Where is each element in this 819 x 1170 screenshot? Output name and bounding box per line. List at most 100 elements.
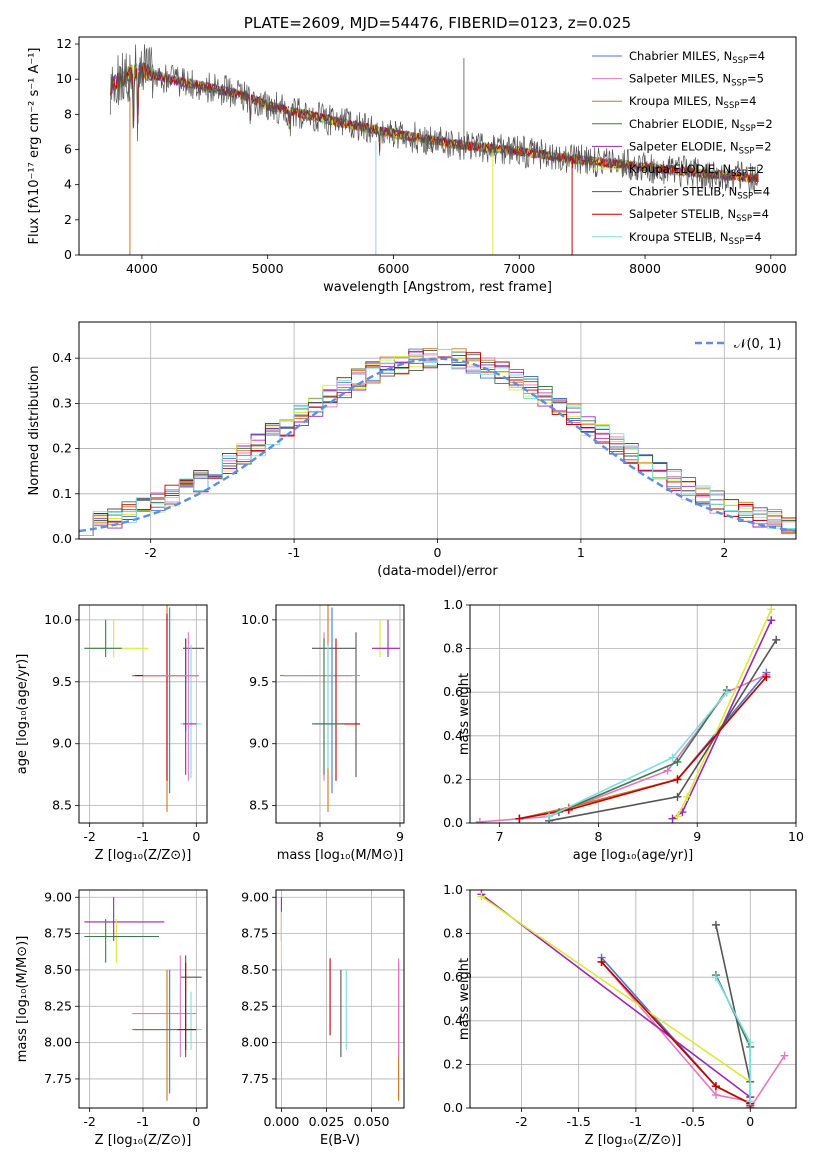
legend-entry: Salpeter MILES, NSSP=5 [629, 72, 764, 89]
y-tick-label: 2 [64, 212, 72, 227]
x-tick-label: 5000 [252, 261, 284, 276]
x-tick-label: 0 [192, 829, 200, 844]
weight-marker [668, 753, 677, 762]
y-tick-label: 0.6 [443, 969, 463, 984]
plot-area [79, 348, 796, 536]
weight-marker [767, 616, 776, 625]
histogram-series-9 [79, 348, 796, 536]
axes-frame [469, 889, 797, 1109]
x-axis-label: (data-model)/error [377, 564, 498, 579]
y-axis-label: Normed distribution [27, 366, 42, 496]
y-axis-label: mass weight [457, 673, 472, 755]
x-axis-label: age [log₁₀(age/yr)] [573, 848, 694, 863]
y-tick-label: 8.50 [44, 962, 72, 977]
x-tick-label: -1 [288, 545, 300, 560]
weight-marker [673, 775, 682, 784]
y-tick-label: 4 [64, 177, 72, 192]
y-tick-label: 0 [64, 247, 72, 262]
legend-eq: =4 [739, 94, 756, 108]
weight-series-3 [519, 676, 768, 820]
legend-entry: 𝒩(0, 1) [734, 337, 781, 352]
weight-marker [515, 814, 524, 823]
x-tick-label: 6000 [378, 261, 410, 276]
weight-marker [767, 605, 776, 614]
legend-sub: SSP [732, 56, 748, 66]
x-tick-label: 9 [693, 829, 701, 844]
y-tick-label: 8.00 [44, 1035, 72, 1050]
weight-marker [711, 1082, 720, 1091]
legend-name: Kroupa STELIB, N [629, 230, 729, 244]
y-tick-label: 0.8 [443, 926, 463, 941]
legend-name: Chabrier STELIB, N [629, 185, 737, 199]
y-tick-label: 9.5 [52, 674, 72, 689]
y-tick-label: 0.8 [443, 641, 463, 656]
legend-name: Salpeter MILES, N [629, 72, 731, 86]
y-tick-label: 1.0 [443, 882, 463, 897]
legend-name: Chabrier MILES, N [629, 49, 732, 63]
legend-name: Salpeter ELODIE, N [629, 139, 739, 153]
legend-eq: =4 [744, 230, 761, 244]
x-tick-label: 0.000 [264, 1114, 300, 1129]
y-axis-label: mass weight [457, 958, 472, 1040]
y-tick-label: 0.0 [443, 1100, 463, 1115]
x-tick-label: -2 [144, 545, 156, 560]
plot-area [84, 897, 202, 1101]
weight-marker [711, 1090, 720, 1099]
x-axis-label: wavelength [Angstrom, rest frame] [323, 280, 552, 295]
y-tick-label: 6 [64, 142, 72, 157]
legend-entry: Chabrier STELIB, NSSP=4 [629, 185, 770, 202]
legend-sub: SSP [731, 79, 747, 89]
weight-series-9 [715, 976, 752, 1102]
y-tick-label: 8.00 [241, 1035, 269, 1050]
normal-curve [79, 357, 796, 533]
legend-sub: SSP [724, 101, 740, 111]
legend-sub: SSP [736, 214, 752, 224]
x-tick-label: 8000 [629, 261, 661, 276]
x-tick-label: 0.025 [309, 1114, 345, 1129]
weight-marker [762, 672, 771, 681]
x-axis-label: mass [log₁₀(M/M⊙)] [277, 848, 404, 863]
axes-frame [78, 36, 797, 256]
y-tick-label: 12 [56, 36, 72, 51]
y-tick-label: 8.5 [52, 798, 72, 813]
x-tick-label: 1 [577, 545, 585, 560]
legend-sub: SSP [740, 124, 756, 134]
weight-marker [746, 1097, 755, 1106]
x-axis-label: E(B-V) [320, 1133, 360, 1148]
weight-series-6 [676, 609, 773, 817]
legend-sub: SSP [737, 192, 753, 202]
x-tick-label: 10 [788, 829, 804, 844]
panel-5: 7 8 9 10 0.0 0.2 0.4 0.6 0.8 1.0 age [log₁₀(age/yr… [443, 597, 804, 863]
y-tick-label: 0.4 [52, 350, 72, 365]
y-tick-label: 10 [56, 71, 72, 86]
weight-marker [597, 957, 606, 966]
x-tick-label: 0 [746, 1114, 754, 1129]
legend-entry: Kroupa ELODIE, NSSP=2 [629, 162, 764, 179]
x-tick-label: -2 [83, 1114, 95, 1129]
weight-marker [477, 892, 486, 901]
legend-eq: =4 [748, 49, 765, 63]
weight-marker [475, 817, 484, 823]
legend-entry: Chabrier MILES, NSSP=4 [629, 49, 765, 66]
panel-4: 8 9 8.5 9.0 9.5 10.0 mass [log₁₀(M/M⊙)] [241, 604, 405, 863]
y-tick-label: 0.0 [443, 815, 463, 830]
y-tick-label: 8.5 [249, 798, 269, 813]
weight-series-7 [548, 639, 777, 822]
legend-name: Kroupa ELODIE, N [629, 162, 731, 176]
x-tick-label: 0 [434, 545, 442, 560]
axes-frame [469, 604, 797, 824]
plot-area [475, 605, 781, 823]
y-tick-label: 0.6 [443, 684, 463, 699]
x-tick-label: 8 [316, 829, 324, 844]
weight-marker [673, 792, 682, 801]
weight-marker [711, 920, 720, 929]
y-tick-label: 0.2 [443, 771, 463, 786]
weight-series-8 [519, 676, 768, 820]
legend-name: Salpeter STELIB, N [629, 207, 736, 221]
legend-entry: Kroupa MILES, NSSP=4 [629, 94, 756, 111]
x-tick-label: -1 [630, 1114, 642, 1129]
chart-title: PLATE=2609, MJD=54476, FIBERID=0123, z=0… [244, 14, 631, 32]
y-axis-label: mass [log₁₀(M/M⊙)] [15, 936, 30, 1063]
